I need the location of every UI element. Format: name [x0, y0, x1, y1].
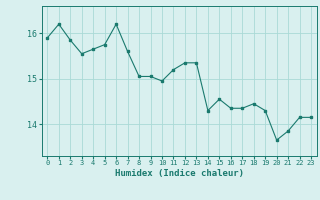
X-axis label: Humidex (Indice chaleur): Humidex (Indice chaleur)	[115, 169, 244, 178]
